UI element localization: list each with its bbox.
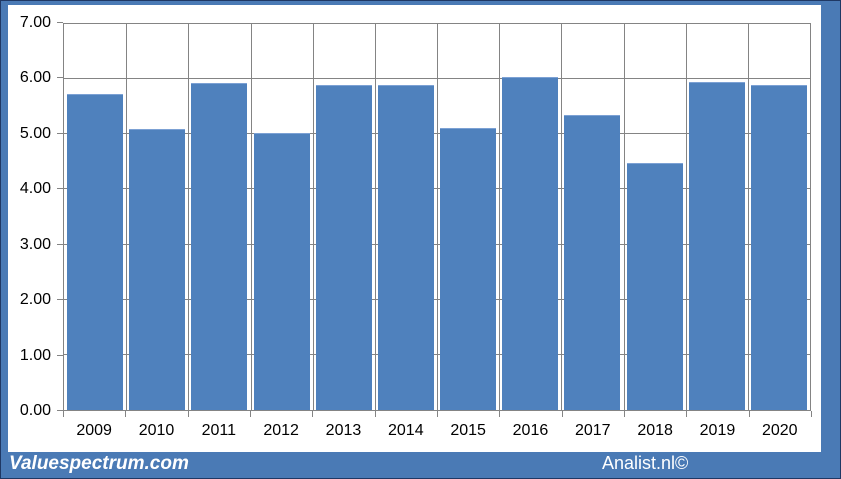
x-tick-mark: [499, 411, 501, 417]
y-tick-label: 4.00: [19, 180, 51, 198]
x-tick-label-2019: 2019: [699, 422, 736, 439]
bar-slot-2013: [313, 24, 375, 410]
bar-2018: [626, 162, 683, 410]
footer-bar: Valuespectrum.com Analist.nl©: [1, 450, 840, 478]
x-tick-label-2017: 2017: [574, 422, 611, 439]
y-tick-label: 6.00: [19, 69, 51, 87]
x-tick-mark: [312, 411, 314, 417]
x-tick-mark: [624, 411, 625, 417]
chart-area: 0.00 1.00 2.00 3.00 4.00 5.00 6.00 7.00 2009 201…: [8, 5, 821, 452]
x-tick-mark: [686, 411, 688, 417]
gridline-vertical: [685, 24, 687, 410]
x-axis: 2009 2010 2011 2012 2013 2014 2015 2016 2017 2018…: [63, 419, 811, 445]
y-axis: 0.00 1.00 2.00 3.00 4.00 5.00 6.00 7.00: [8, 14, 63, 419]
bar-slot-2019: [686, 24, 748, 410]
y-tick-label: 7.00: [19, 14, 51, 31]
bar-slot-2017: [561, 24, 623, 410]
bar-2019: [688, 81, 745, 410]
bar-2020: [751, 84, 807, 410]
bar-slot-2010: [126, 24, 188, 410]
x-tick-label-2015: 2015: [450, 422, 486, 439]
y-tick-label: 5.00: [19, 124, 51, 142]
x-tick-mark: [125, 411, 127, 417]
bar-slot-2020: [748, 24, 810, 410]
bar-2016: [502, 76, 559, 410]
y-tick-mark: [57, 410, 63, 411]
y-tick-label: 2.00: [19, 291, 51, 309]
gridline-vertical: [126, 24, 128, 410]
bar-2011: [191, 83, 248, 410]
y-tick-label: 0.00: [19, 402, 51, 419]
bar-slot-2011: [188, 24, 250, 410]
x-tick-label-2014: 2014: [388, 422, 424, 439]
y-tick-mark: [57, 299, 63, 301]
gridline-vertical: [188, 24, 190, 410]
bar-2013: [315, 84, 372, 410]
x-tick-mark: [63, 411, 64, 417]
x-tick-label-2018: 2018: [637, 422, 673, 439]
bar-2015: [440, 128, 497, 410]
gridline-vertical: [499, 24, 501, 410]
x-tick-mark: [561, 411, 563, 417]
plot-area: [63, 23, 811, 411]
y-tick-mark: [57, 243, 63, 245]
x-tick-label-2009: 2009: [76, 422, 112, 439]
bar-slot-2016: [499, 24, 561, 410]
bar-2012: [253, 132, 310, 410]
y-tick-mark: [57, 22, 63, 23]
bar-2009: [67, 94, 124, 410]
x-tick-mark: [187, 411, 189, 417]
bar-2010: [129, 128, 186, 410]
x-tick-label-2020: 2020: [761, 422, 798, 439]
gridline-vertical: [437, 24, 438, 410]
gridline-vertical: [312, 24, 314, 410]
gridline-vertical: [561, 24, 563, 410]
bar-slot-2015: [437, 24, 499, 410]
y-tick-label: 3.00: [19, 235, 51, 253]
y-tick-mark: [57, 77, 63, 79]
bar-slot-2009: [64, 24, 126, 410]
x-tick-label-2013: 2013: [325, 422, 362, 439]
gridline-vertical: [623, 24, 625, 410]
bar-slot-2012: [251, 24, 313, 410]
x-tick-mark: [748, 411, 750, 417]
x-tick-label-2011: 2011: [201, 422, 237, 439]
bar-series: [64, 24, 810, 410]
gridline-vertical: [747, 24, 749, 410]
y-tick-mark: [57, 132, 63, 134]
y-tick-mark: [57, 354, 63, 356]
x-tick-label-2012: 2012: [263, 422, 299, 439]
x-tick-mark: [250, 411, 251, 417]
bar-slot-2018: [624, 24, 686, 410]
x-tick-mark: [437, 411, 438, 417]
bar-2014: [377, 84, 434, 410]
bar-slot-2014: [375, 24, 437, 410]
x-tick-label-2010: 2010: [138, 422, 175, 439]
y-tick-mark: [57, 188, 63, 190]
footer-brand-analist: Analist.nl©: [602, 453, 689, 473]
x-tick-label-2016: 2016: [512, 422, 549, 439]
gridline-vertical: [250, 24, 252, 410]
footer-brand-valuespectrum: Valuespectrum.com: [9, 453, 189, 474]
y-tick-label: 1.00: [19, 346, 51, 364]
x-tick-mark: [374, 411, 376, 417]
bar-2017: [564, 115, 621, 410]
x-axis-ticks: [63, 411, 812, 417]
gridline-vertical: [374, 24, 376, 410]
x-tick-mark: [811, 411, 812, 417]
